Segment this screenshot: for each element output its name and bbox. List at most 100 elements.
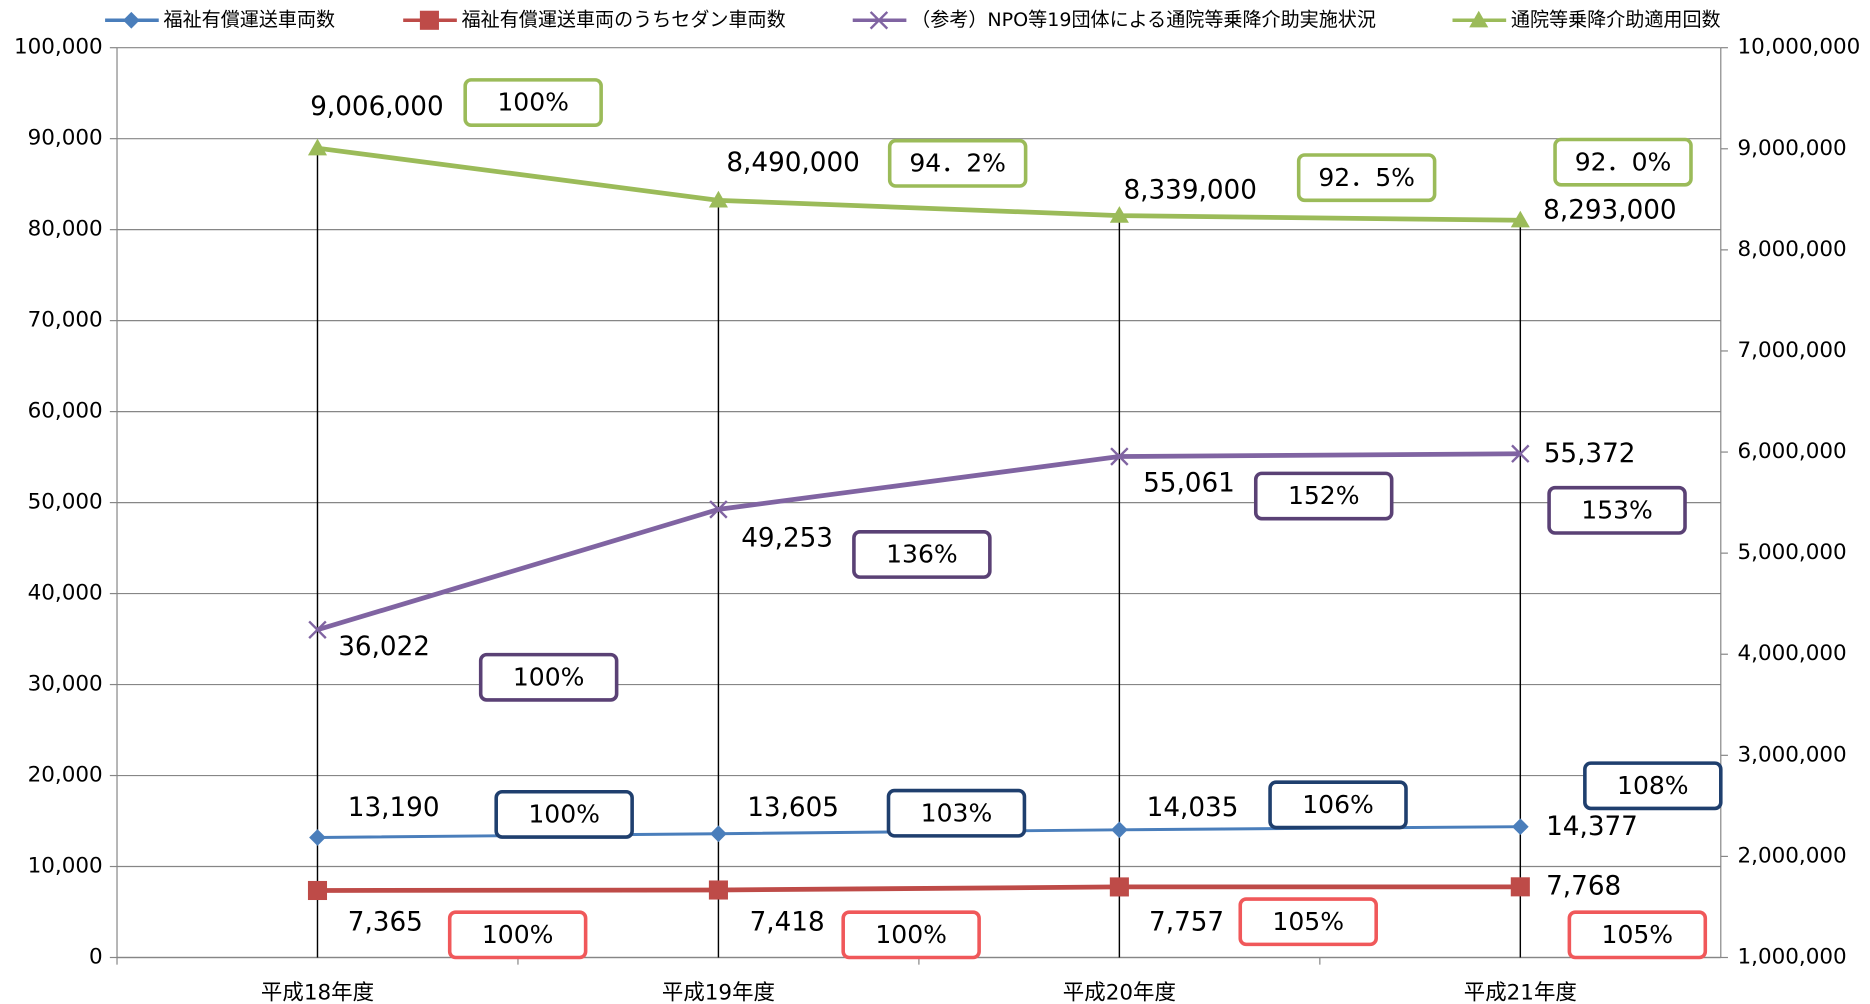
percent-box: [478, 652, 619, 702]
y2-tick-label: 2,000,000: [1737, 843, 1846, 868]
percent-box: [494, 789, 634, 839]
point: [1510, 877, 1530, 897]
percent-label: 100%: [513, 662, 585, 691]
point: [708, 880, 728, 900]
data-label: 9,006,000: [310, 92, 443, 122]
percent-label: 105%: [1602, 920, 1674, 949]
y-tick-label: 80,000: [28, 217, 103, 242]
legend-marker: [1469, 10, 1489, 28]
point: [1510, 210, 1530, 228]
data-label: 14,377: [1546, 812, 1638, 842]
series-line: [317, 145, 1521, 223]
legend-marker: [122, 11, 140, 29]
percent-box: [447, 910, 588, 960]
percent-label: 100%: [528, 800, 600, 829]
series-line: [316, 451, 1521, 633]
percent-box: [852, 530, 992, 579]
percent-box: [1567, 910, 1708, 960]
point: [1110, 447, 1129, 466]
data-label: 7,365: [348, 907, 423, 937]
percent-label: 153%: [1581, 496, 1653, 525]
percent-box: [1253, 471, 1394, 521]
y2-tick-label: 3,000,000: [1737, 742, 1846, 767]
y2-tick-label: 8,000,000: [1737, 237, 1846, 262]
point: [1511, 818, 1529, 836]
y-tick-label: 100,000: [14, 35, 103, 60]
percent-box: [1268, 780, 1408, 830]
x-tick-label: 平成18年度: [261, 980, 374, 1004]
series-line: [317, 884, 1521, 893]
percent-box: [1553, 137, 1693, 187]
legend-marker: [419, 10, 439, 30]
y-tick-label: 60,000: [28, 399, 103, 424]
point: [308, 620, 327, 639]
data-label: 36,022: [338, 632, 430, 662]
y2-tick-label: 5,000,000: [1737, 540, 1846, 565]
data-label: 55,372: [1544, 439, 1636, 469]
percent-box: [1296, 153, 1437, 203]
legend-marker: [869, 11, 889, 30]
percent-label: 94．2%: [909, 149, 1006, 178]
point: [307, 138, 328, 156]
percent-label: 108%: [1617, 771, 1689, 800]
percent-box: [1583, 761, 1723, 811]
percent-label: 100%: [497, 88, 569, 117]
legend-label: （参考）NPO等19団体による通院等乗降介助実施状況: [911, 9, 1376, 31]
y-tick-label: 10,000: [28, 854, 103, 879]
legend-label: 通院等乗降介助適用回数: [1511, 9, 1721, 31]
percent-label: 100%: [482, 920, 554, 949]
data-label: 7,757: [1149, 907, 1224, 937]
percent-box: [1238, 897, 1378, 947]
percent-label: 106%: [1302, 790, 1374, 819]
percent-label: 92．0%: [1575, 147, 1672, 176]
y2-tick-label: 10,000,000: [1737, 35, 1860, 60]
y-tick-label: 30,000: [28, 672, 103, 697]
data-label: 55,061: [1143, 469, 1235, 499]
y2-tick-label: 6,000,000: [1737, 439, 1846, 464]
percent-box: [1547, 485, 1687, 535]
percent-box: [841, 910, 981, 960]
percent-box: [886, 788, 1027, 838]
point: [709, 500, 728, 519]
point: [708, 190, 728, 208]
percent-box: [463, 78, 603, 127]
point: [710, 825, 727, 843]
y2-tick-label: 4,000,000: [1737, 641, 1846, 666]
point: [1109, 206, 1129, 223]
point: [309, 829, 326, 846]
percent-label: 152%: [1288, 481, 1360, 510]
y-tick-label: 70,000: [28, 308, 103, 333]
data-label: 8,293,000: [1543, 196, 1676, 226]
data-label: 49,253: [741, 523, 833, 553]
legend-label: 福祉有償運送車両数: [164, 9, 336, 31]
y-tick-label: 90,000: [28, 126, 103, 151]
legend-label: 福祉有償運送車両のうちセダン車両数: [462, 9, 786, 31]
x-tick-label: 平成20年度: [1063, 980, 1176, 1004]
percent-label: 92．5%: [1318, 163, 1415, 192]
data-label: 13,190: [348, 793, 440, 823]
data-label: 14,035: [1147, 793, 1239, 823]
point: [307, 880, 328, 901]
point: [1111, 821, 1128, 839]
percent-label: 136%: [886, 540, 958, 569]
data-label: 13,605: [747, 793, 839, 823]
x-tick-label: 平成21年度: [1464, 980, 1577, 1004]
x-tick-label: 平成19年度: [662, 980, 775, 1004]
percent-label: 105%: [1272, 907, 1344, 936]
point: [1109, 877, 1129, 897]
y2-tick-label: 1,000,000: [1737, 944, 1846, 969]
y-tick-label: 0: [89, 944, 103, 969]
percent-label: 103%: [921, 798, 993, 827]
y2-tick-label: 9,000,000: [1737, 136, 1846, 161]
y-tick-label: 50,000: [28, 490, 103, 515]
y-tick-label: 40,000: [28, 581, 103, 606]
y2-tick-label: 7,000,000: [1737, 338, 1846, 363]
data-label: 7,768: [1546, 872, 1621, 902]
data-label: 7,418: [750, 907, 825, 937]
data-label: 8,339,000: [1123, 175, 1256, 205]
point: [1511, 444, 1530, 463]
y-tick-label: 20,000: [28, 763, 103, 788]
percent-label: 100%: [875, 920, 947, 949]
